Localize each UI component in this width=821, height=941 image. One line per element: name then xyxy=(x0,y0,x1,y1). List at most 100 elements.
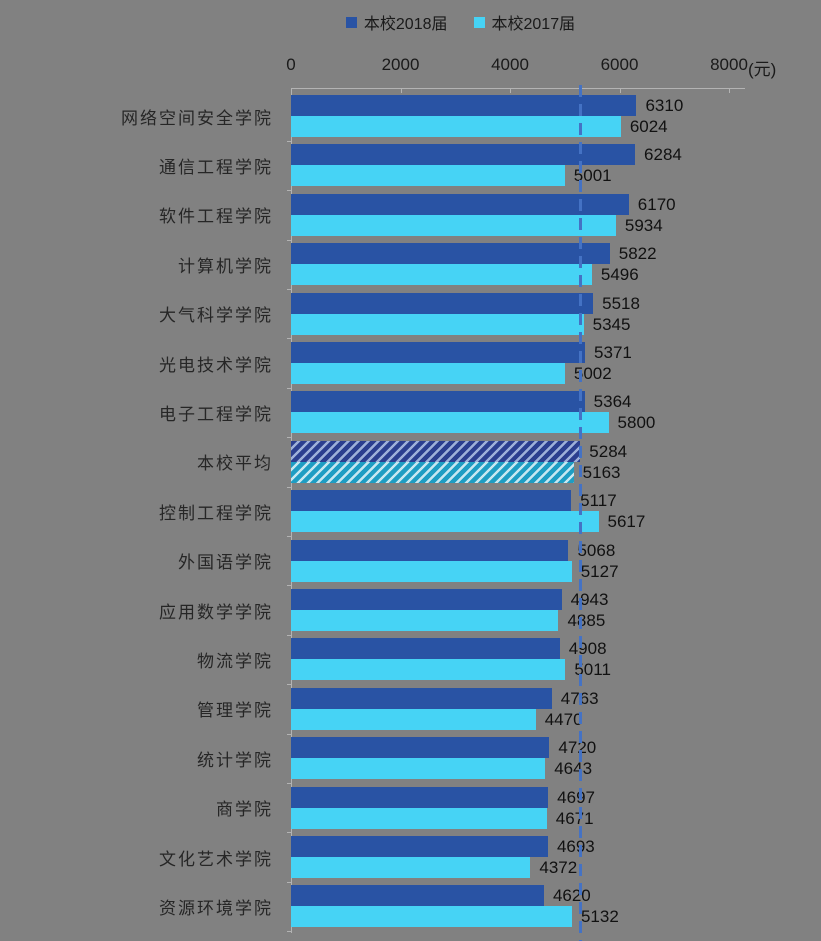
bar-2018 xyxy=(291,490,572,512)
legend-swatch-2017-icon xyxy=(473,16,485,28)
bar-2017 xyxy=(291,610,559,631)
bar-2017 xyxy=(291,758,546,780)
bar-2018 xyxy=(291,95,637,116)
bar-2017 xyxy=(291,708,536,730)
category-label: 电子工程学院 xyxy=(159,404,273,424)
category-label: 大气科学学院 xyxy=(159,306,273,326)
x-tick-label: 4000 xyxy=(491,55,529,74)
value-label-2018: 4620 xyxy=(552,886,591,906)
y-axis-tick xyxy=(287,190,291,192)
y-axis-tick xyxy=(287,931,291,933)
value-label-2018: 6310 xyxy=(645,96,684,115)
value-label-2017: 5934 xyxy=(624,215,663,235)
bar-2018 xyxy=(291,786,549,808)
bar-2018 xyxy=(291,144,636,166)
bar-2018-average xyxy=(291,440,581,462)
value-label-2017: 5496 xyxy=(600,265,639,285)
value-label-2017: 4470 xyxy=(544,709,583,729)
x-axis-tick xyxy=(400,88,402,93)
x-axis-tick xyxy=(510,88,511,93)
bar-2017 xyxy=(291,214,616,236)
y-axis-tick xyxy=(287,881,291,883)
legend-swatch-2018-icon xyxy=(345,16,357,28)
bar-2018 xyxy=(291,342,586,363)
x-tick-label: 2000 xyxy=(381,55,420,74)
value-label-2018: 5364 xyxy=(593,392,632,412)
category-label: 计算机学院 xyxy=(178,256,273,276)
bar-2017 xyxy=(291,165,565,187)
category-label: 本校平均 xyxy=(197,454,273,474)
category-label: 控制工程学院 xyxy=(159,503,273,523)
y-axis-tick xyxy=(287,684,291,686)
bar-2017 xyxy=(291,560,572,582)
bar-2017 xyxy=(291,511,599,533)
x-axis-tick xyxy=(291,88,292,93)
value-label-2017: 5127 xyxy=(580,561,619,581)
bar-2017 xyxy=(291,116,621,137)
category-label: 文化艺术学院 xyxy=(159,849,273,869)
value-label-2017: 5345 xyxy=(592,314,631,334)
value-label-2017: 5011 xyxy=(574,660,611,680)
y-axis-tick xyxy=(287,338,291,340)
value-label-2018: 5822 xyxy=(618,244,657,264)
value-label-2018: 5068 xyxy=(577,540,616,560)
x-tick-label: 8000 xyxy=(710,55,748,74)
legend-label-2017: 本校2017届 xyxy=(491,16,576,33)
bar-2018 xyxy=(291,885,544,907)
bar-2017 xyxy=(291,659,566,681)
category-label: 资源环境学院 xyxy=(159,898,273,918)
legend-item-2018: 本校2018届 xyxy=(345,10,448,34)
value-label-2017: 5002 xyxy=(573,364,612,383)
x-tick-label: 0 xyxy=(286,55,296,74)
category-label: 通信工程学院 xyxy=(159,157,273,177)
y-axis-tick xyxy=(287,535,291,537)
value-label-2018: 5284 xyxy=(589,441,628,461)
y-axis-tick xyxy=(287,634,291,636)
value-label-2017: 5163 xyxy=(582,462,621,482)
axis-unit-label: (元) xyxy=(748,60,777,79)
value-label-2017: 5001 xyxy=(573,166,612,186)
legend-label-2018: 本校2018届 xyxy=(363,16,448,33)
category-label: 网络空间安全学院 xyxy=(121,108,273,128)
x-tick-label: 6000 xyxy=(600,55,639,74)
bar-2017 xyxy=(291,857,531,878)
y-axis-tick xyxy=(287,782,291,784)
value-label-2018: 4697 xyxy=(557,787,595,807)
bar-2018 xyxy=(291,539,569,561)
value-label-2017: 4885 xyxy=(567,611,606,630)
bar-2017 xyxy=(291,363,565,384)
value-label-2017: 6024 xyxy=(629,117,668,136)
value-label-2018: 4943 xyxy=(570,590,609,609)
y-axis-tick xyxy=(287,288,291,290)
y-axis-tick xyxy=(287,387,291,389)
bar-2018 xyxy=(291,638,560,660)
x-axis-tick xyxy=(619,88,621,93)
value-label-2018: 6170 xyxy=(637,194,676,214)
value-label-2017: 4671 xyxy=(555,808,594,828)
bar-2018 xyxy=(291,243,610,265)
bar-2018 xyxy=(291,193,629,215)
value-label-2017: 4372 xyxy=(539,858,578,877)
category-label: 商学院 xyxy=(216,800,273,820)
y-axis-tick xyxy=(287,239,291,241)
bar-2018 xyxy=(291,292,594,314)
y-axis-tick xyxy=(287,832,291,834)
category-label: 管理学院 xyxy=(197,701,273,721)
value-label-2018: 4693 xyxy=(556,837,595,856)
bar-2018 xyxy=(291,836,548,857)
value-label-2018: 5371 xyxy=(594,343,632,362)
category-label: 外国语学院 xyxy=(178,553,273,573)
bar-2017 xyxy=(291,264,592,286)
y-axis-tick xyxy=(287,733,291,735)
bar-2018 xyxy=(291,687,552,709)
legend-item-2017: 本校2017届 xyxy=(473,10,576,34)
category-label: 物流学院 xyxy=(197,651,273,671)
bar-2018 xyxy=(291,391,585,413)
value-label-2017: 5617 xyxy=(607,512,646,532)
bar-2017 xyxy=(291,412,609,434)
bar-2017 xyxy=(291,906,572,928)
value-label-2018: 5117 xyxy=(580,491,617,511)
y-axis-tick xyxy=(287,437,291,439)
value-label-2018: 5518 xyxy=(602,293,640,313)
